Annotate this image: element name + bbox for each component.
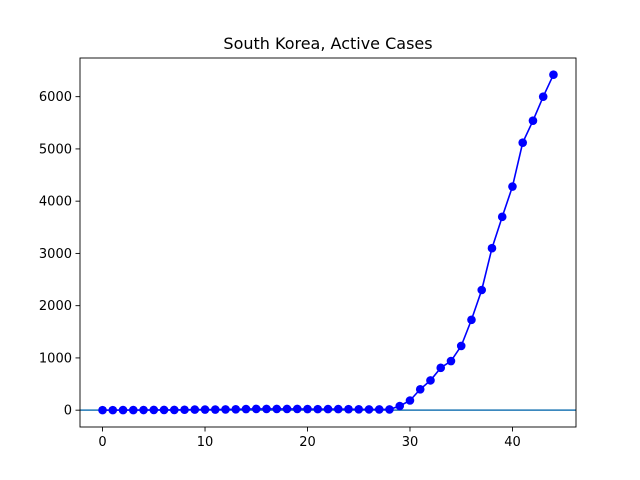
y-tick-label: 3000 — [39, 247, 72, 262]
data-point — [446, 356, 456, 366]
data-point — [241, 404, 251, 414]
data-point — [364, 405, 374, 414]
data-point — [467, 315, 476, 325]
y-tick-label: 5000 — [39, 142, 72, 157]
y-tick-label: 0 — [64, 404, 72, 419]
data-point — [159, 405, 169, 415]
data-point — [508, 182, 517, 191]
chart-title: South Korea, Active Cases — [223, 34, 432, 53]
series-line — [102, 74, 555, 411]
x-tick-label: 0 — [98, 435, 106, 450]
data-point — [456, 341, 466, 351]
data-point — [405, 396, 415, 405]
data-point — [180, 405, 189, 415]
data-point — [344, 404, 353, 414]
data-point — [528, 116, 538, 126]
x-tick-label: 30 — [402, 435, 419, 450]
axes-frame — [79, 57, 577, 428]
data-point — [354, 405, 364, 414]
data-point — [538, 92, 548, 101]
data-point — [231, 405, 241, 414]
axes: 0 10 20 30 40 0 1000 2000 3000 4000 5000 6000 — [39, 57, 577, 450]
data-point — [118, 405, 128, 415]
x-tick-label: 10 — [197, 435, 214, 450]
y-tick-label: 1000 — [39, 351, 72, 366]
data-point — [323, 404, 333, 414]
data-point — [139, 405, 148, 415]
x-tick-label: 40 — [504, 435, 521, 450]
data-point — [221, 405, 230, 414]
y-tick-label: 2000 — [39, 299, 72, 314]
data-point — [262, 404, 271, 414]
data-point — [497, 212, 507, 222]
data-point — [98, 405, 107, 415]
plot-area — [80, 70, 576, 415]
x-tick-label: 20 — [299, 435, 316, 450]
data-point — [128, 405, 138, 415]
data-point — [200, 405, 210, 414]
plot-clip-group — [80, 70, 576, 415]
data-point — [108, 405, 118, 415]
data-point — [292, 404, 302, 414]
data-point — [251, 404, 261, 414]
data-point — [282, 404, 292, 414]
data-point — [415, 384, 425, 394]
data-point — [395, 401, 405, 411]
data-point — [374, 405, 384, 414]
data-point — [518, 138, 528, 147]
data-point — [303, 404, 312, 414]
y-tick-label: 6000 — [39, 90, 72, 105]
data-point — [190, 405, 200, 414]
data-point — [477, 285, 487, 295]
data-point — [149, 405, 159, 415]
data-point — [169, 405, 179, 415]
data-point — [549, 70, 558, 80]
data-point — [210, 405, 220, 414]
data-point — [487, 243, 497, 253]
data-point — [385, 405, 394, 414]
data-point — [426, 376, 435, 385]
data-point — [272, 404, 282, 414]
data-point — [436, 363, 446, 373]
data-point — [333, 404, 343, 414]
data-point — [313, 404, 323, 414]
y-tick-label: 4000 — [39, 195, 72, 210]
